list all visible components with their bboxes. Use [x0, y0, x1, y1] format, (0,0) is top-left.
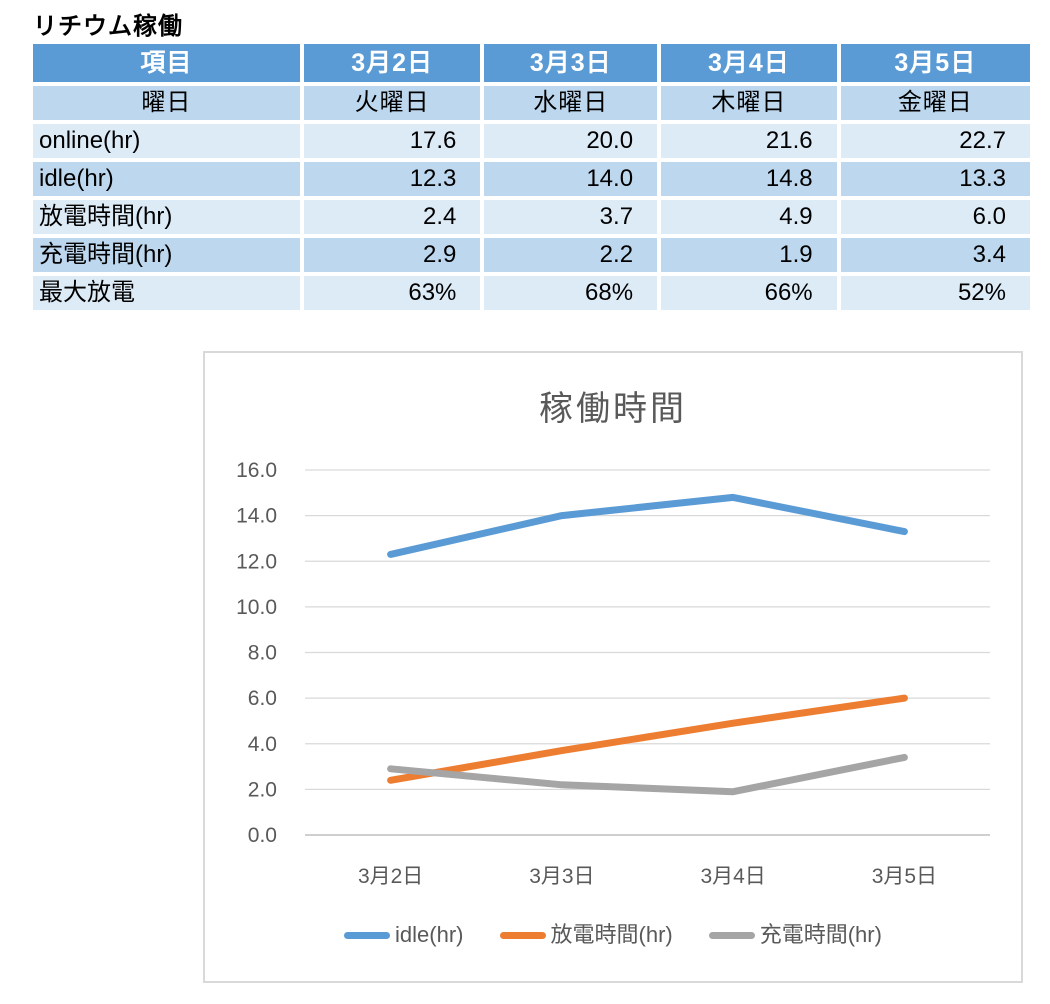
chart-container: 稼働時間 0.0 2.0 4.0 6.0 8.0 10.0 12.0 14.0 16.0 3月2日… [203, 351, 1023, 983]
table-row: 充電時間(hr) 2.9 2.2 1.9 3.4 [33, 238, 1030, 272]
column-header: 3月3日 [484, 44, 658, 82]
table-cell: 火曜日 [303, 86, 481, 120]
legend-line-icon [344, 931, 391, 939]
chart-legend: idle(hr) 放電時間(hr) 充電時間(hr) [205, 924, 1021, 946]
row-label: online(hr) [33, 124, 300, 158]
table-cell: 3.7 [484, 200, 658, 234]
table-cell: 3.4 [840, 238, 1030, 272]
row-label: 曜日 [33, 86, 300, 120]
table-cell: 2.4 [303, 200, 481, 234]
legend-label: 充電時間(hr) [759, 922, 882, 947]
x-tick-label: 3月5日 [872, 865, 937, 888]
header-row: 項目 3月2日 3月3日 3月4日 3月5日 [33, 44, 1030, 82]
x-tick-label: 3月2日 [358, 865, 423, 888]
legend-item: idle(hr) [344, 922, 464, 947]
table-cell: 4.9 [661, 200, 837, 234]
table-cell: 14.8 [661, 162, 837, 196]
table-cell: 12.3 [303, 162, 481, 196]
table-cell: 13.3 [840, 162, 1030, 196]
legend-item: 放電時間(hr) [499, 922, 673, 947]
table-body: 曜日 火曜日 水曜日 木曜日 金曜日 online(hr) 17.6 20.0 21.6 22.7… [33, 86, 1030, 310]
x-tick-label: 3月4日 [700, 865, 765, 888]
series-line [387, 493, 908, 558]
page-title: リチウム稼働 [33, 13, 183, 40]
table-cell: 14.0 [484, 162, 658, 196]
legend-line-icon [499, 931, 546, 939]
row-label: 放電時間(hr) [33, 200, 300, 234]
table-cell: 68% [484, 276, 658, 310]
table-cell: 金曜日 [840, 86, 1030, 120]
table-cell: 木曜日 [661, 86, 837, 120]
column-header: 3月4日 [661, 44, 837, 82]
legend-label: 放電時間(hr) [550, 922, 673, 947]
table-cell: 52% [840, 276, 1030, 310]
line-chart: 0.0 2.0 4.0 6.0 8.0 10.0 12.0 14.0 16.0 3月2日 3月3日 3… [236, 459, 990, 888]
legend-label: idle(hr) [395, 922, 464, 947]
row-label: 充電時間(hr) [33, 238, 300, 272]
table-cell: 2.9 [303, 238, 481, 272]
row-label: idle(hr) [33, 162, 300, 196]
table-cell: 22.7 [840, 124, 1030, 158]
y-tick-label: 16.0 [236, 459, 277, 482]
column-header: 3月5日 [840, 44, 1030, 82]
y-tick-label: 8.0 [248, 642, 277, 665]
legend-item: 充電時間(hr) [708, 922, 882, 947]
y-tick-label: 0.0 [248, 824, 277, 847]
table-cell: 1.9 [661, 238, 837, 272]
y-tick-label: 2.0 [248, 778, 277, 801]
legend-line-icon [708, 931, 755, 939]
table-cell: 21.6 [661, 124, 837, 158]
column-header: 3月2日 [303, 44, 481, 82]
y-tick-label: 14.0 [236, 505, 277, 528]
table-cell: 17.6 [303, 124, 481, 158]
y-tick-label: 10.0 [236, 596, 277, 619]
column-header: 項目 [33, 44, 300, 82]
data-table: 項目 3月2日 3月3日 3月4日 3月5日 曜日 火曜日 水曜日 木曜日 金曜日 online(… [29, 40, 1034, 314]
table-cell: 6.0 [840, 200, 1030, 234]
table-row: idle(hr) 12.3 14.0 14.8 13.3 [33, 162, 1030, 196]
chart-title: 稼働時間 [539, 390, 687, 428]
series-line [387, 694, 908, 784]
x-tick-label: 3月3日 [529, 865, 594, 888]
table-cell: 2.2 [484, 238, 658, 272]
table-cell: 63% [303, 276, 481, 310]
table-cell: 20.0 [484, 124, 658, 158]
y-tick-label: 12.0 [236, 550, 277, 573]
table-head: 項目 3月2日 3月3日 3月4日 3月5日 [33, 44, 1030, 82]
table-row: 最大放電 63% 68% 66% 52% [33, 276, 1030, 310]
table-row: 放電時間(hr) 2.4 3.7 4.9 6.0 [33, 200, 1030, 234]
y-tick-label: 4.0 [248, 733, 277, 756]
table-row: 曜日 火曜日 水曜日 木曜日 金曜日 [33, 86, 1030, 120]
row-label: 最大放電 [33, 276, 300, 310]
table-row: online(hr) 17.6 20.0 21.6 22.7 [33, 124, 1030, 158]
table-cell: 66% [661, 276, 837, 310]
series-line [387, 753, 908, 796]
table-cell: 水曜日 [484, 86, 658, 120]
y-tick-label: 6.0 [248, 687, 277, 710]
